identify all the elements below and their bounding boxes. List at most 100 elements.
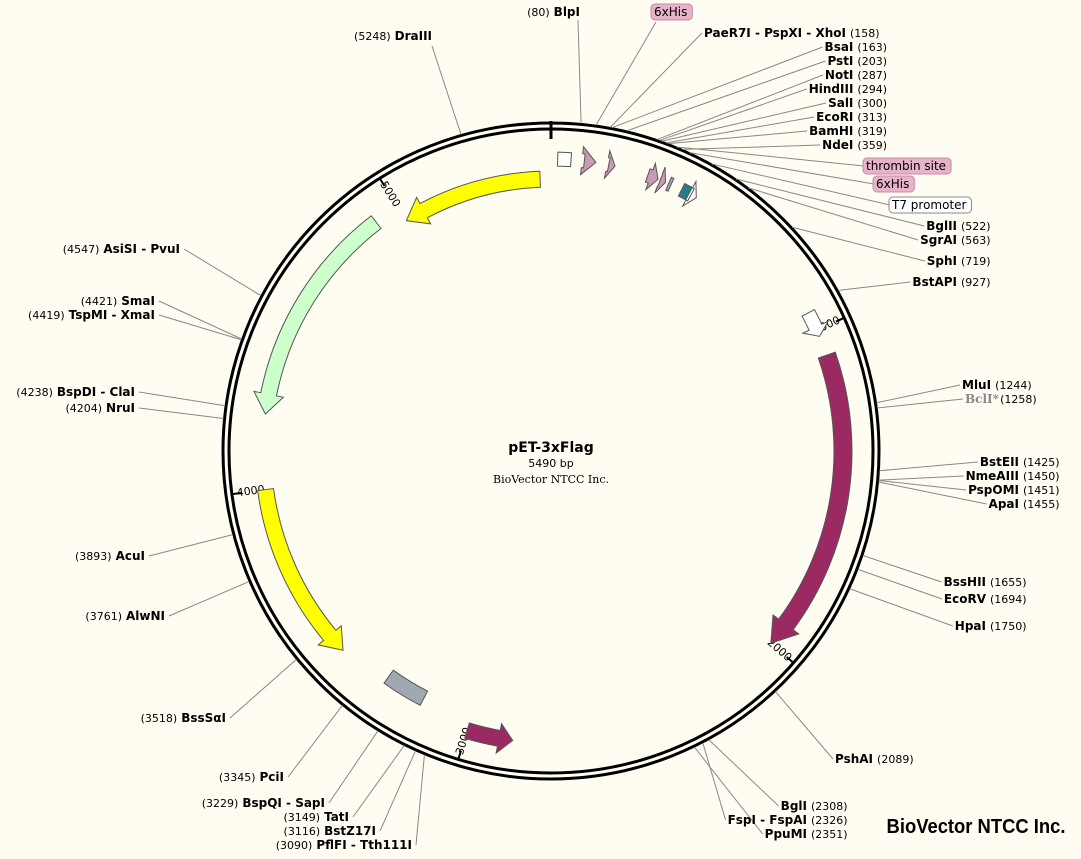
site-position: (1655) [990,576,1027,589]
site-position: (5248) [354,30,391,43]
site-position: (163) [857,41,887,54]
tick-5000 [378,176,386,187]
site-name-fspi-fspai: FspI - FspAI [728,813,807,827]
site-position: (300) [857,97,887,110]
leader-line [708,739,780,807]
tick-label: 5000 [377,179,403,210]
site-position: (3893) [75,550,112,563]
leader-line [676,146,865,167]
leader-line [862,555,942,583]
site-label-bg [888,196,972,214]
company-watermark: BioVector NTCC Inc. [886,816,1065,838]
leader-line [682,144,821,150]
leader-line [792,226,925,262]
leader-line [775,691,834,760]
leader-line [595,21,657,126]
leader-line [876,384,961,404]
site-position: (2308) [811,800,848,813]
site-name-psti: PstI [827,54,853,68]
leader-line [878,480,967,491]
feature-t7-promoter [681,179,697,208]
leader-line [711,163,891,206]
leader-line [148,534,233,557]
leader-line [661,102,827,142]
feature-laci [770,351,853,644]
site-name-nrui: NruI [106,401,135,415]
feature-kanr [253,215,382,415]
site-name-tspmi-xmai: TspMI - XmaI [69,308,155,322]
site-position: (4421) [81,295,118,308]
site-position: (1750) [990,620,1027,633]
site-name-smai: SmaI [121,294,155,308]
site-name-bsshii: BssHII [944,575,986,589]
leader-line [183,248,262,297]
site-position: (3229) [202,797,239,810]
site-position: (2089) [877,753,914,766]
leader-line [379,750,416,832]
site-name-ppumi: PpuMI [765,827,807,841]
site-name-blpi: BlpI [554,5,580,19]
site-name-hpai: HpaI [955,619,986,633]
site-name-bglii: BglII [926,219,957,233]
site-label-bg [650,3,693,21]
tick-3000 [457,750,462,761]
site-label-bg [862,157,952,175]
leader-line [138,407,224,419]
leader-line [352,745,405,818]
site-name-sgrai: SgrAI [920,233,957,247]
site-position: (158) [850,27,880,40]
leader-line [878,475,964,481]
site-position: (3345) [219,771,256,784]
site-name-pshai: PshAI [835,752,873,766]
site-name-pspomi: PspOMI [968,483,1019,497]
site-position: (4238) [16,386,53,399]
leader-line [877,398,964,409]
leader-line [838,281,911,291]
leader-line [668,130,808,145]
site-position: (3090) [276,839,313,852]
leader-line [168,581,250,617]
site-name-ecori: EcoRI [816,110,853,124]
site-position: (1450) [1023,470,1060,483]
site-name-noti: NotI [825,68,854,82]
plasmid-organization: BioVector NTCC Inc. [493,473,609,486]
site-position: (1694) [990,593,1027,606]
site-position: (294) [857,83,887,96]
site-position: (1425) [1023,456,1060,469]
site-label-bg [872,175,915,193]
site-position: (319) [857,125,887,138]
feature-ori [257,487,344,651]
site-name-bspqi-sapi: BspQI - SapI [242,796,325,810]
feature-thrombin-site [654,166,666,194]
site-name-thrombin-site: thrombin site [866,159,946,173]
feature-t7-terminator [557,151,573,168]
site-name-draiii: DraIII [395,29,432,43]
leader-line [693,746,764,835]
site-name-asisi-pvui: AsiSI - PvuI [103,242,180,256]
leader-line [158,314,242,341]
plasmid-size: 5490 bp [528,457,573,470]
plasmid-name: pET-3xFlag [508,440,594,456]
site-name-acui: AcuI [116,549,145,563]
leader-line [666,116,815,144]
leader-line [609,32,703,128]
site-name-bsteii: BstEII [980,455,1019,469]
site-name-sali: SalI [828,96,853,110]
site-name-mlui: MluI [962,378,991,392]
site-position: (1258) [1000,393,1037,406]
leader-line [328,730,379,804]
site-name-t7-promoter: T7 promoter [891,198,967,212]
site-name-pflfi-tth111i: PflFI - Tth111I [316,838,412,852]
feature-f1-ori [405,170,541,225]
leader-line [287,705,343,778]
site-name-6xhis: 6xHis [654,5,687,19]
tick-2000 [786,656,795,665]
leader-line [689,152,875,185]
site-name-bstapi: BstAPI [912,275,957,289]
site-name-alwni: AlwNI [126,609,165,623]
leader-line [849,588,953,627]
site-name-bstz17i: BstZ17I [324,824,376,838]
site-name-bsss-i: BssSαI [181,711,226,725]
site-name-bsai: BsaI [825,40,854,54]
